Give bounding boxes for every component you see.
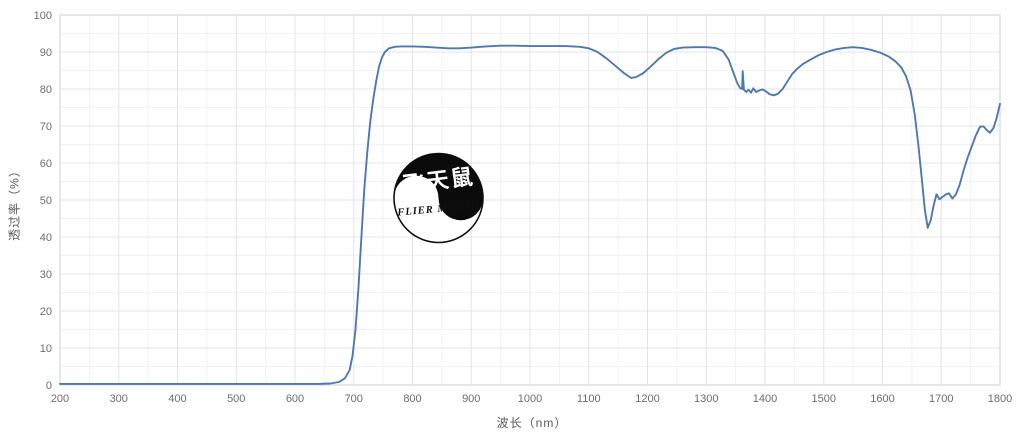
x-tick-label: 1100 bbox=[577, 393, 601, 405]
y-tick-label: 70 bbox=[40, 121, 52, 133]
y-tick-label: 30 bbox=[40, 269, 52, 281]
y-tick-label: 60 bbox=[40, 158, 52, 170]
plot-border bbox=[59, 14, 1001, 386]
x-tick-label: 900 bbox=[462, 393, 480, 405]
x-axis-title: 波长（nm） bbox=[0, 414, 1024, 431]
x-tick-label: 1700 bbox=[929, 393, 953, 405]
y-tick-label: 10 bbox=[40, 343, 52, 355]
x-tick-label: 300 bbox=[110, 393, 128, 405]
transmission-curve bbox=[59, 44, 1001, 385]
x-tick-label: 1500 bbox=[812, 393, 836, 405]
y-tick-label: 20 bbox=[40, 306, 52, 318]
x-tick-label: 700 bbox=[345, 393, 363, 405]
y-tick-label: 50 bbox=[40, 195, 52, 207]
x-tick-label: 400 bbox=[168, 393, 186, 405]
x-tick-label: 1000 bbox=[518, 393, 542, 405]
y-tick-label: 90 bbox=[40, 47, 52, 59]
yinyang-black-half bbox=[394, 153, 483, 221]
y-axis-title-text: 透过率（%） bbox=[7, 164, 22, 241]
x-tick-label: 1400 bbox=[753, 393, 777, 405]
x-tick-label: 1200 bbox=[635, 393, 659, 405]
y-tick-label: 40 bbox=[40, 232, 52, 244]
y-tick-label: 0 bbox=[46, 380, 52, 392]
x-tick-label: 1800 bbox=[988, 393, 1012, 405]
x-tick-label: 600 bbox=[286, 393, 304, 405]
x-tick-label: 500 bbox=[227, 393, 245, 405]
y-tick-label: 80 bbox=[40, 84, 52, 96]
y-tick-label: 100 bbox=[34, 10, 52, 22]
watermark-logo: 飞天鼠 FLIER MOUSE bbox=[392, 151, 485, 244]
x-tick-label: 1600 bbox=[870, 393, 894, 405]
x-tick-label: 1300 bbox=[694, 393, 718, 405]
y-axis-title: 透过率（%） bbox=[6, 103, 23, 303]
x-tick-label: 200 bbox=[51, 393, 69, 405]
yinyang-icon bbox=[393, 152, 484, 244]
x-axis-title-text: 波长（nm） bbox=[496, 416, 568, 430]
x-tick-label: 800 bbox=[403, 393, 421, 405]
